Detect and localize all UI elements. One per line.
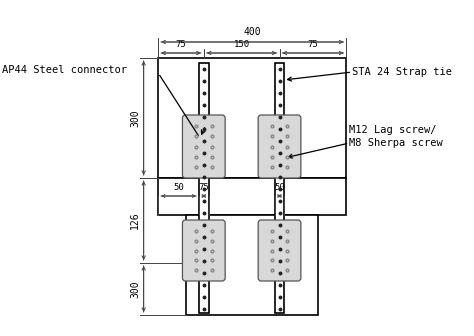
Text: 75: 75	[176, 40, 186, 49]
Text: 50: 50	[274, 183, 285, 192]
Bar	[199, 63, 209, 313]
Text: M8 Sherpa screw: M8 Sherpa screw	[349, 138, 443, 148]
Text: 50: 50	[173, 183, 184, 192]
Bar	[158, 58, 346, 178]
FancyBboxPatch shape	[182, 115, 225, 178]
Text: 300: 300	[130, 280, 140, 298]
Text: 75: 75	[308, 40, 319, 49]
Text: AP44 Steel connector: AP44 Steel connector	[2, 65, 127, 75]
FancyBboxPatch shape	[182, 220, 225, 281]
Text: STA 24 Strap tie: STA 24 Strap tie	[352, 67, 452, 77]
Bar	[186, 215, 319, 315]
Text: 150: 150	[234, 40, 250, 49]
Text: 300: 300	[130, 109, 140, 127]
FancyBboxPatch shape	[258, 115, 301, 178]
Text: 126: 126	[130, 212, 140, 229]
Bar	[158, 178, 346, 215]
Text: 400: 400	[244, 27, 261, 37]
Text: 75: 75	[199, 183, 209, 192]
Text: M12 Lag screw/: M12 Lag screw/	[349, 125, 437, 135]
FancyBboxPatch shape	[258, 220, 301, 281]
Bar	[274, 63, 284, 313]
